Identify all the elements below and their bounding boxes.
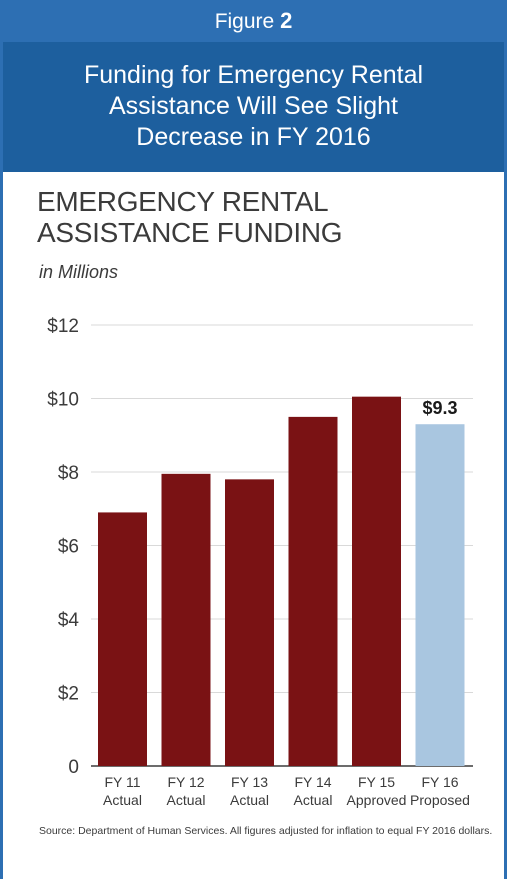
- x-tick-label: FY 16: [421, 774, 458, 790]
- chart-title-line-1: EMERGENCY RENTAL: [37, 186, 329, 217]
- figure-number: 2: [280, 8, 293, 33]
- y-tick-label: $8: [58, 463, 79, 484]
- bar-chart: 0 $2 $4 $6 $8 $10 $12 FY 11 Actual FY 12 Actual FY …: [47, 316, 473, 808]
- x-tick-label: Proposed: [410, 792, 470, 808]
- bar: [161, 473, 211, 766]
- bar: [98, 512, 147, 766]
- y-tick-label: $12: [47, 316, 79, 337]
- headline-line-1: Funding for Emergency Rental: [83, 61, 424, 89]
- chart-title-line-2: ASSISTANCE FUNDING: [37, 217, 343, 248]
- x-tick-label: FY 15: [358, 774, 395, 790]
- source-note: Source: Department of Human Services. Al…: [39, 825, 493, 837]
- chart-title: EMERGENCY RENTAL ASSISTANCE FUNDING: [37, 186, 343, 248]
- x-tick-label: Actual: [294, 792, 333, 808]
- data-label: $9.3: [422, 398, 457, 418]
- x-tick-label: FY 13: [231, 774, 268, 790]
- headline-line-2: Assistance Will See Slight: [108, 92, 398, 120]
- y-tick-label: 0: [68, 757, 79, 778]
- bar: [288, 416, 338, 766]
- y-tick-label: $10: [47, 390, 79, 411]
- x-tick-label: Actual: [103, 792, 142, 808]
- bar: [225, 479, 274, 766]
- figure-label-text: Figure: [214, 10, 275, 33]
- x-tick-label: FY 11: [104, 774, 140, 790]
- x-tick-label: Actual: [230, 792, 269, 808]
- figure-label: Figure 2: [3, 0, 504, 42]
- figure-headline: Funding for Emergency Rental Assistance …: [3, 42, 504, 172]
- bar: [352, 396, 401, 766]
- y-tick-label: $4: [58, 610, 80, 631]
- x-tick-label: FY 14: [294, 774, 331, 790]
- chart-subtitle: in Millions: [39, 262, 119, 282]
- y-tick-label: $2: [58, 684, 79, 705]
- x-tick-label: FY 12: [167, 774, 204, 790]
- y-tick-label: $6: [58, 537, 79, 558]
- headline-line-3: Decrease in FY 2016: [136, 123, 371, 151]
- x-tick-label: Actual: [167, 792, 206, 808]
- x-tick-label: Approved: [347, 792, 407, 808]
- bar: [415, 424, 465, 766]
